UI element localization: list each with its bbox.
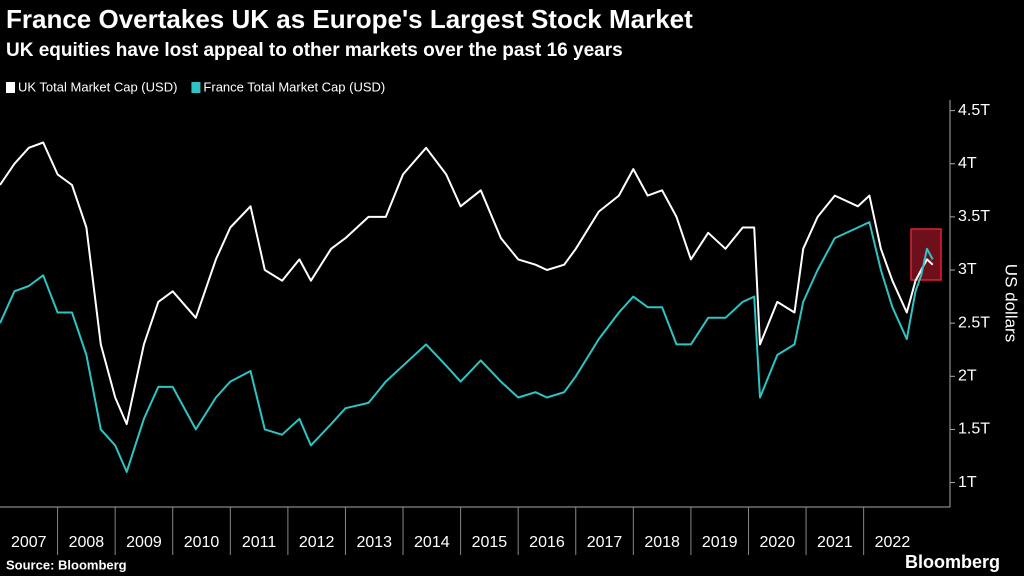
x-tick-label: 2011 — [242, 534, 277, 551]
y-tick-label: 3T — [958, 261, 977, 278]
x-tick-label: 2008 — [69, 534, 105, 551]
x-tick-label: 2014 — [414, 534, 450, 551]
y-tick-label: 2T — [958, 368, 977, 385]
x-tick-label: 2018 — [644, 534, 680, 551]
x-tick-label: 2017 — [587, 534, 623, 551]
line-series — [0, 221, 934, 473]
x-tick-label: 2015 — [472, 534, 508, 551]
y-tick-label: 1.5T — [958, 421, 990, 438]
x-tick-label: 2009 — [126, 534, 162, 551]
source: Source: Bloomberg — [6, 557, 127, 572]
y-tick-label: 4.5T — [958, 102, 990, 119]
x-tick-label: 2007 — [11, 534, 47, 551]
chart-title: France Overtakes UK as Europe's Largest … — [6, 4, 693, 34]
x-tick-label: 2019 — [702, 534, 738, 551]
y-tick-label: 3.5T — [958, 208, 990, 225]
y-tick-label: 4T — [958, 155, 977, 172]
line-series — [0, 141, 934, 426]
legend-swatch — [6, 82, 15, 93]
x-tick-label: 2021 — [817, 534, 853, 551]
x-tick-label: 2013 — [356, 534, 392, 551]
chart-subtitle: UK equities have lost appeal to other ma… — [6, 40, 623, 61]
legend-label: France Total Market Cap (USD) — [203, 79, 385, 94]
y-tick-label: 2.5T — [958, 314, 990, 331]
brand: Bloomberg — [905, 552, 1000, 572]
x-tick-label: 2020 — [759, 534, 795, 551]
y-axis-label: US dollars — [1002, 264, 1021, 342]
x-tick-label: 2022 — [875, 534, 911, 551]
x-tick-label: 2012 — [299, 534, 335, 551]
highlight-box — [910, 228, 942, 281]
x-tick-label: 2016 — [529, 534, 565, 551]
y-tick-label: 1T — [958, 474, 977, 491]
legend-swatch — [191, 82, 201, 93]
x-tick-label: 2010 — [184, 534, 220, 551]
legend-label: UK Total Market Cap (USD) — [18, 79, 177, 94]
